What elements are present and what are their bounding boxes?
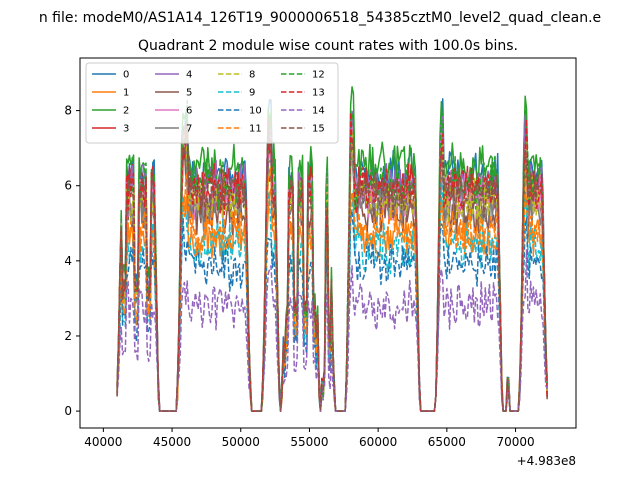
x-tick-label-40000: 40000 xyxy=(84,435,122,449)
chart-title: Quadrant 2 module wise count rates with … xyxy=(138,38,518,54)
series-line-14 xyxy=(116,249,548,412)
y-tick-label-2: 2 xyxy=(64,329,72,343)
legend-label-13: 13 xyxy=(312,88,325,99)
legend-label-5: 5 xyxy=(186,88,192,99)
x-tick-label-45000: 45000 xyxy=(153,435,191,449)
legend-label-4: 4 xyxy=(186,70,192,81)
legend-label-15: 15 xyxy=(312,124,325,135)
y-tick-label-4: 4 xyxy=(64,254,72,268)
y-tick-label-6: 6 xyxy=(64,179,72,193)
legend-label-3: 3 xyxy=(123,124,129,135)
legend-label-14: 14 xyxy=(312,106,325,117)
x-offset-label: +4.983e8 xyxy=(517,454,576,468)
legend-frame xyxy=(85,62,339,144)
x-tick-label-70000: 70000 xyxy=(496,435,534,449)
y-tick-label-8: 8 xyxy=(64,104,72,118)
axes: 40000 45000 50000 55000 60000 65000 70000 0 2 4 6 8 xyxy=(64,104,534,449)
y-tick-label-0: 0 xyxy=(64,404,72,418)
series-layer xyxy=(116,86,548,412)
x-tick-label-60000: 60000 xyxy=(359,435,397,449)
legend-label-2: 2 xyxy=(123,106,129,117)
legend-label-0: 0 xyxy=(123,70,129,81)
series-line-15 xyxy=(116,118,548,412)
legend-label-1: 1 xyxy=(123,88,129,99)
legend-label-11: 11 xyxy=(249,124,262,135)
legend-label-12: 12 xyxy=(312,70,325,81)
legend-label-6: 6 xyxy=(186,106,192,117)
x-tick-label-55000: 55000 xyxy=(290,435,328,449)
figure-suptitle: n file: modeM0/AS1A14_126T19_9000006518_… xyxy=(39,10,601,26)
series-line-10 xyxy=(116,210,548,412)
legend-label-7: 7 xyxy=(186,124,192,135)
x-tick-label-50000: 50000 xyxy=(222,435,260,449)
legend-label-8: 8 xyxy=(249,70,255,81)
series-line-11 xyxy=(116,164,548,412)
plot-area-frame xyxy=(79,57,577,429)
legend-label-9: 9 xyxy=(249,88,255,99)
x-tick-label-65000: 65000 xyxy=(428,435,466,449)
legend-label-10: 10 xyxy=(249,106,262,117)
series-line-9 xyxy=(116,181,548,412)
